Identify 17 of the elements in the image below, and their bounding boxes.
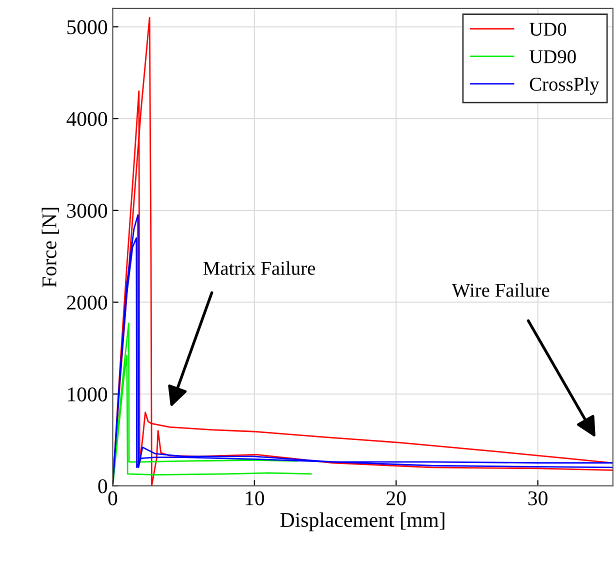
x-tick-label: 20 [386, 491, 406, 506]
y-axis-title: Force [N] [42, 208, 59, 288]
y-tick-label: 1000 [68, 387, 108, 402]
annotation: Matrix Failure [203, 261, 316, 275]
x-tick-label: 30 [528, 491, 548, 506]
x-tick-label: 0 [108, 491, 118, 506]
legend-label: CrossPly [530, 77, 600, 95]
y-tick-label: 4000 [66, 112, 108, 126]
x-axis-title: Displacement [mm] [280, 512, 444, 532]
legend-label: UD0 [529, 22, 566, 36]
y-tick-label: 2000 [67, 296, 108, 310]
x-tick-label: 10 [246, 491, 264, 506]
y-tick-label: 3000 [67, 204, 108, 218]
legend-label: UD90 [529, 50, 576, 64]
y-tick-label: 0 [98, 479, 108, 494]
annotation: Wire Failure [452, 283, 550, 297]
y-tick-label: 5000 [67, 20, 108, 34]
